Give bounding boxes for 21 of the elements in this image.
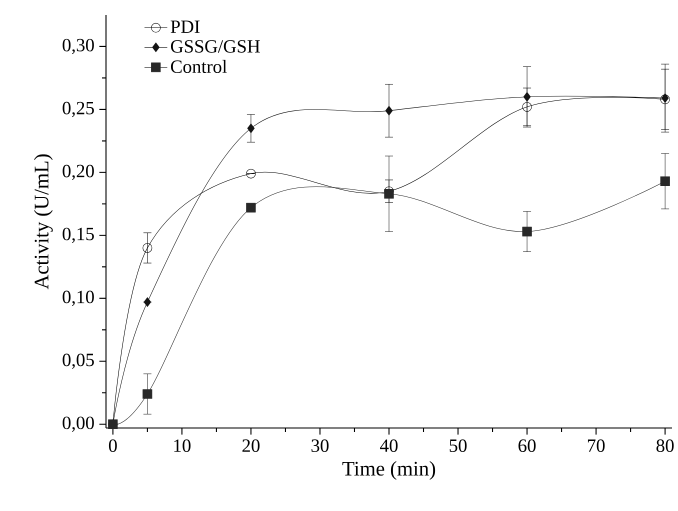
x-tick-label: 0 bbox=[108, 439, 117, 452]
legend-label: GSSG/GSH bbox=[170, 40, 260, 53]
x-tick-label: 20 bbox=[242, 439, 260, 452]
y-tick-label: 0,30 bbox=[62, 38, 94, 54]
x-tick-label: 10 bbox=[174, 439, 191, 452]
x-tick-label: 40 bbox=[380, 439, 398, 452]
x-axis-title: Time (min) bbox=[342, 461, 436, 480]
y-axis-title: Activity (U/mL) bbox=[34, 154, 53, 290]
legend-label: Control bbox=[170, 60, 227, 73]
y-tick-label: 0,20 bbox=[62, 164, 94, 180]
y-tick-label: 0,25 bbox=[62, 102, 94, 118]
y-tick-label: 0,10 bbox=[62, 290, 94, 306]
y-tick-label: 0,05 bbox=[62, 354, 94, 369]
x-tick-label: 60 bbox=[518, 439, 536, 452]
y-tick-label: 0,15 bbox=[62, 228, 94, 243]
x-tick-label: 70 bbox=[588, 439, 605, 452]
x-tick-label: 80 bbox=[656, 439, 674, 452]
x-tick-label: 50 bbox=[450, 439, 467, 452]
legend-label: PDI bbox=[170, 20, 200, 33]
x-tick-label: 30 bbox=[312, 439, 329, 452]
y-tick-label: 0,00 bbox=[62, 416, 94, 432]
